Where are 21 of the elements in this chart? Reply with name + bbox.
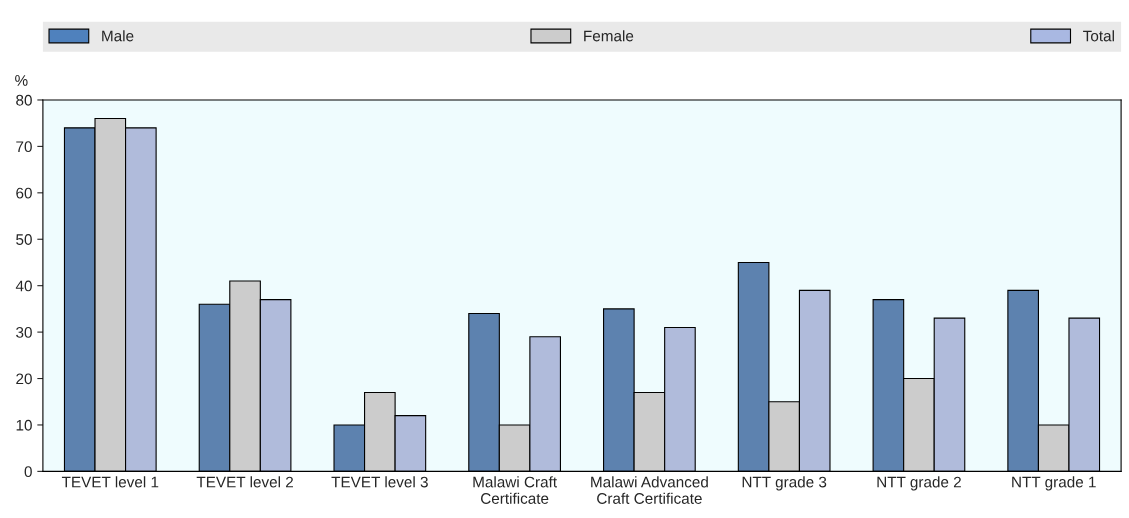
y-tick-label: 70 [16, 141, 32, 153]
y-tick-label: 10 [16, 419, 32, 431]
x-tick-label: NTT grade 1 [1012, 476, 1096, 491]
legend-label: Male [102, 30, 134, 42]
legend-label: Female [584, 30, 634, 42]
y-tick-label: 60 [16, 187, 32, 199]
x-tick-label: NTT grade 2 [877, 476, 961, 491]
x-tick-label: TEVET level 2 [196, 476, 293, 488]
x-tick-label: TEVET level 3 [331, 476, 428, 488]
legend-label: Total [1083, 30, 1114, 42]
y-tick-label: 30 [16, 326, 32, 338]
x-tick-label: Malawi Advanced Craft Certificate [591, 476, 708, 504]
x-tick-label: NTT grade 3 [742, 476, 827, 491]
y-tick-label: 0 [24, 466, 32, 478]
y-tick-label: 50 [16, 234, 32, 245]
y-axis-title: % [15, 75, 28, 86]
y-tick-label: 40 [15, 280, 32, 292]
y-tick-label: 20 [16, 373, 32, 385]
x-tick-label: TEVET level 1 [61, 476, 159, 488]
x-tick-label: Malawi Craft Certificate [473, 476, 557, 504]
y-tick-label: 80 [16, 94, 32, 106]
